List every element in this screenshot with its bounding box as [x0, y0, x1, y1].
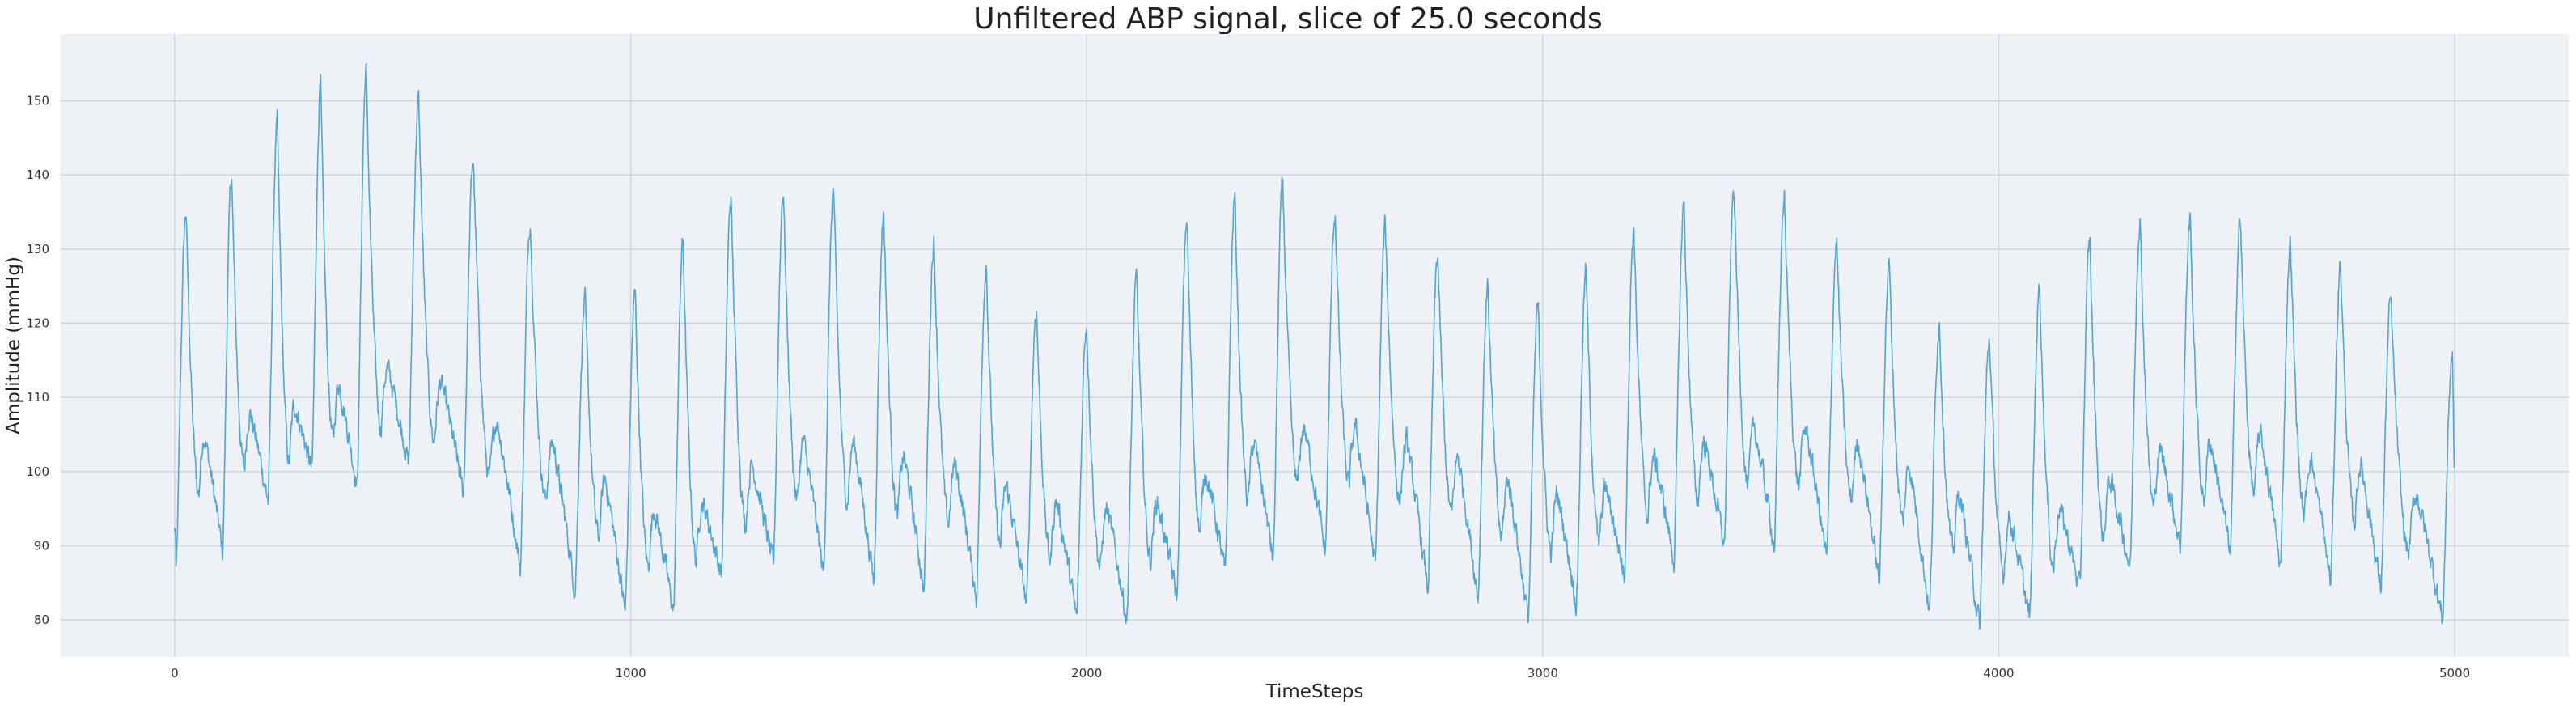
x-tick-label: 1000	[615, 666, 646, 680]
x-axis-label: TimeSteps	[1265, 681, 1364, 702]
y-tick-label: 110	[26, 390, 49, 405]
y-tick-label: 120	[26, 316, 49, 331]
y-tick-label: 90	[34, 539, 49, 553]
tick-labels: 0 1000 2000 3000 4000 5000 80 90 100 110 120 130 140…	[26, 94, 2470, 681]
y-tick-label: 150	[26, 94, 49, 108]
plot-area	[61, 34, 2569, 657]
y-tick-label: 80	[34, 613, 49, 627]
x-tick-label: 3000	[1527, 666, 1558, 680]
x-tick-label: 0	[171, 666, 179, 680]
y-tick-label: 100	[26, 464, 49, 479]
chart-title: Unfiltered ABP signal, slice of 25.0 sec…	[973, 2, 1602, 36]
y-tick-label: 130	[26, 242, 49, 256]
x-tick-label: 4000	[1983, 666, 2014, 680]
series-layer	[174, 62, 2455, 630]
abp-signal-line	[174, 62, 2455, 630]
y-tick-label: 140	[26, 167, 49, 182]
x-tick-label: 2000	[1071, 666, 1102, 680]
y-axis-label: Amplitude (mmHg)	[3, 256, 24, 435]
x-tick-label: 5000	[2439, 666, 2470, 680]
